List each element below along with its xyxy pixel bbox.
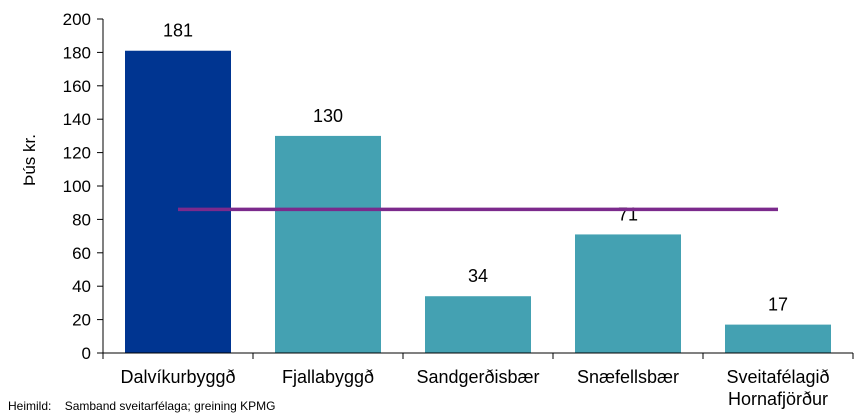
y-axis-ticks: 0 20 40 60 80 100 120 140 160 180 200	[63, 10, 103, 363]
y-tick-label: 200	[63, 10, 91, 29]
bar	[575, 234, 681, 353]
x-tick-label: Sveitafélagið	[726, 367, 829, 387]
y-tick-label: 40	[72, 277, 91, 296]
bars: 181 130 34 71 17	[125, 21, 831, 353]
y-tick-label: 120	[63, 144, 91, 163]
x-tick-label: Sandgerðisbær	[416, 367, 539, 387]
data-label: 71	[618, 204, 638, 224]
y-tick-label: 140	[63, 110, 91, 129]
data-label: 130	[313, 106, 343, 126]
axes	[102, 19, 854, 359]
bar	[425, 296, 531, 353]
data-label: 181	[163, 21, 193, 41]
x-tick-label: Dalvíkurbyggð	[120, 367, 235, 387]
y-tick-label: 180	[63, 43, 91, 62]
bar	[275, 135, 381, 353]
y-tick-label: 100	[63, 177, 91, 196]
data-label: 17	[768, 295, 788, 315]
x-tick-label: Fjallabyggð	[282, 367, 374, 387]
y-tick-label: 80	[72, 210, 91, 229]
y-tick-label: 60	[72, 244, 91, 263]
bar	[125, 50, 231, 353]
y-tick-label: 0	[82, 344, 91, 363]
y-tick-label: 20	[72, 311, 91, 330]
data-label: 34	[468, 266, 488, 286]
y-tick-label: 160	[63, 77, 91, 96]
x-tick-label: Snæfellsbær	[577, 367, 679, 387]
source-note: Heimild: Samband sveitarfélaga; greining…	[8, 399, 275, 413]
y-axis-title: Þús kr.	[20, 134, 39, 186]
x-axis-labels: Dalvíkurbyggð Fjallabyggð Sandgerðisbær Snæ…	[120, 367, 829, 409]
x-tick-label: Hornafjörður	[728, 389, 828, 409]
source-text: Samband sveitarfélaga; greining KPMG	[64, 399, 276, 413]
source-label: Heimild:	[8, 399, 52, 413]
bar	[725, 324, 831, 353]
